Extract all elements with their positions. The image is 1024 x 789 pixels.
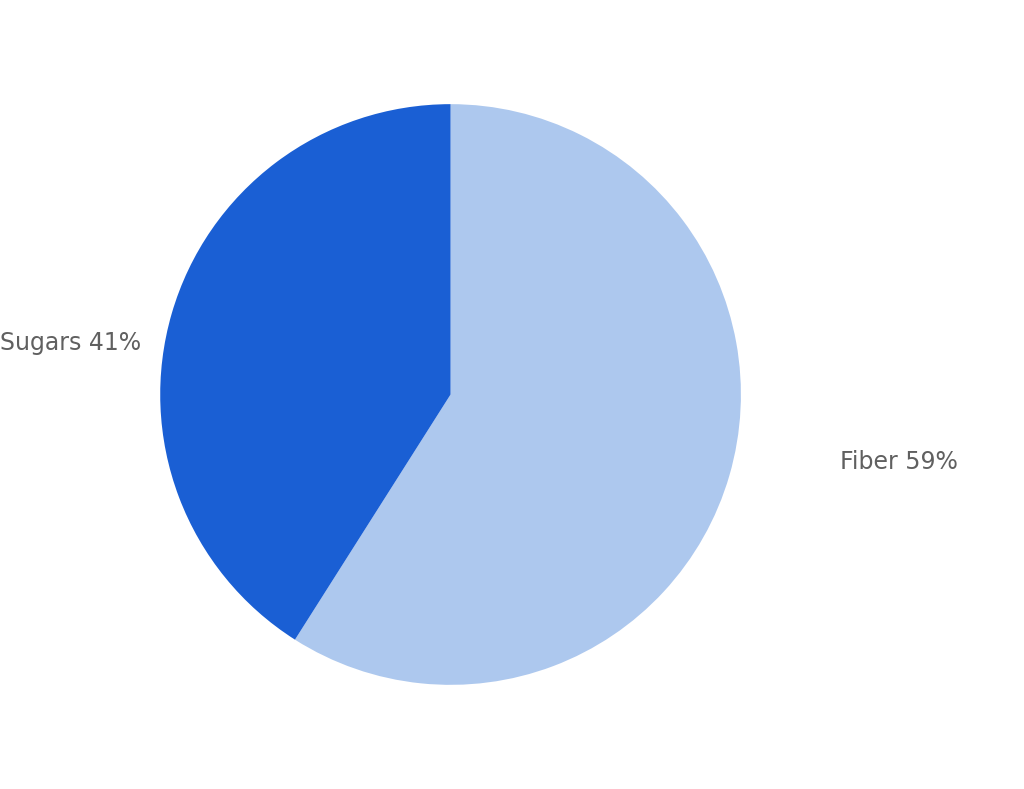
Text: Fiber 59%: Fiber 59% [840, 450, 957, 473]
Text: Sugars 41%: Sugars 41% [0, 331, 141, 355]
Wedge shape [160, 104, 451, 640]
Wedge shape [295, 104, 741, 685]
